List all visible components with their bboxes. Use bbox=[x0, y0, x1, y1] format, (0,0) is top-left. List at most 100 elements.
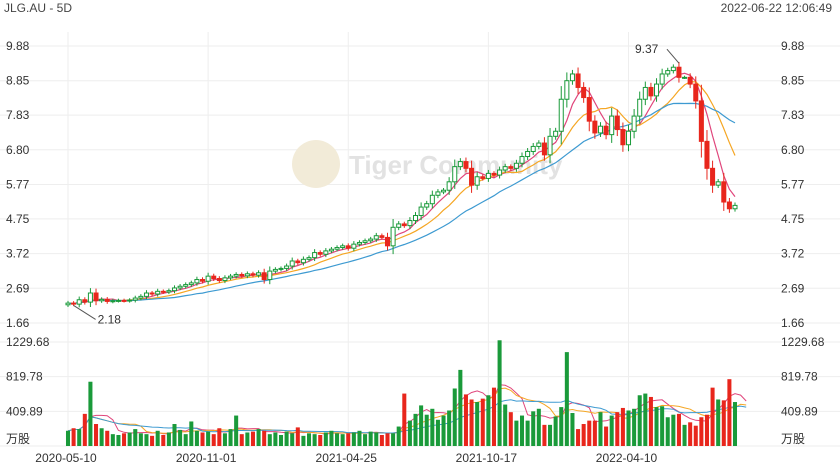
price-tick-right: 9.88 bbox=[781, 39, 805, 53]
volume-bar bbox=[385, 433, 390, 446]
candle-body-up bbox=[682, 76, 688, 79]
volume-bar bbox=[122, 433, 127, 446]
candle-body-up bbox=[553, 130, 559, 137]
candle-body-up bbox=[244, 273, 250, 277]
volume-bar bbox=[206, 431, 211, 446]
volume-bar bbox=[133, 429, 138, 446]
volume-bars bbox=[65, 340, 738, 446]
volume-bar bbox=[402, 393, 407, 446]
volume-bar bbox=[704, 414, 709, 446]
price-tick-left: 4.75 bbox=[6, 212, 30, 226]
volume-bar bbox=[441, 415, 446, 446]
candle-body-up bbox=[143, 292, 149, 297]
candle-body-up bbox=[340, 245, 346, 249]
volume-bar bbox=[127, 432, 132, 446]
chart-title: JLG.AU - 5D bbox=[4, 1, 73, 15]
volume-bar bbox=[648, 396, 653, 446]
candle-body-down bbox=[603, 125, 609, 136]
candle-body-up bbox=[127, 299, 133, 302]
candle-body-down bbox=[379, 235, 385, 238]
candle-body-up bbox=[188, 282, 194, 286]
candle-body-up bbox=[183, 284, 189, 287]
volume-bar bbox=[290, 433, 295, 446]
volume-bar bbox=[430, 408, 435, 446]
volume-bar bbox=[626, 410, 631, 446]
candle-body-up bbox=[642, 86, 648, 100]
volume-bar bbox=[721, 400, 726, 446]
volume-bar bbox=[407, 420, 412, 446]
volume-bar bbox=[267, 434, 272, 446]
volume-bar bbox=[587, 420, 592, 446]
candle-body-down bbox=[676, 66, 682, 78]
price-tick-right: 1.66 bbox=[781, 316, 805, 330]
volume-tick-right: 409.89 bbox=[781, 404, 818, 418]
candle-body-up bbox=[267, 270, 273, 281]
candle-body-down bbox=[93, 292, 99, 302]
candle-body-up bbox=[110, 300, 116, 303]
candle-body-up bbox=[284, 265, 290, 269]
volume-bar bbox=[727, 379, 732, 446]
candle-body-up bbox=[76, 299, 82, 305]
candle-body-up bbox=[334, 247, 340, 250]
volume-bar bbox=[250, 431, 255, 446]
candle-body-down bbox=[469, 167, 475, 186]
candle-body-up bbox=[446, 181, 452, 191]
volume-bar bbox=[284, 431, 289, 446]
candle-body-up bbox=[609, 115, 615, 136]
candle-body-up bbox=[289, 260, 295, 267]
candle-body-down bbox=[575, 73, 581, 88]
candle-body-up bbox=[502, 166, 508, 171]
volume-bar bbox=[363, 434, 368, 446]
volume-bar bbox=[178, 429, 183, 446]
candle-body-up bbox=[547, 135, 553, 156]
volume-bar bbox=[379, 435, 384, 446]
volume-bar bbox=[475, 402, 480, 446]
candle-body-up bbox=[228, 275, 234, 279]
price-tick-right: 8.85 bbox=[781, 74, 805, 88]
candle-body-up bbox=[597, 125, 603, 134]
volume-bar bbox=[699, 417, 704, 446]
candle-body-down bbox=[239, 273, 245, 277]
volume-bar bbox=[374, 432, 379, 446]
volume-bar bbox=[503, 404, 508, 446]
volume-bar bbox=[323, 432, 328, 446]
candle-body-up bbox=[323, 250, 329, 255]
price-tick-left: 3.72 bbox=[6, 247, 30, 261]
time-tick: 2021-04-25 bbox=[316, 451, 378, 465]
tiger-logo-icon bbox=[292, 140, 340, 188]
volume-bar bbox=[469, 399, 474, 446]
volume-tick-left: 819.78 bbox=[6, 370, 43, 384]
volume-bar bbox=[273, 432, 278, 446]
volume-bar bbox=[391, 433, 396, 446]
volume-bar bbox=[335, 433, 340, 446]
candle-body-down bbox=[614, 115, 620, 131]
volume-bar bbox=[693, 425, 698, 446]
price-tick-right: 2.69 bbox=[781, 281, 805, 295]
candle-body-down bbox=[211, 275, 217, 280]
candle-body-down bbox=[726, 201, 732, 210]
candle-body-down bbox=[721, 181, 727, 203]
volume-bar bbox=[110, 434, 115, 446]
volume-bar bbox=[665, 417, 670, 446]
annotations: 9.37 2.18 bbox=[73, 42, 680, 326]
candle-body-down bbox=[160, 290, 166, 293]
candle-body-down bbox=[463, 161, 469, 169]
candle-body-up bbox=[138, 295, 144, 299]
volume-bar bbox=[82, 413, 87, 446]
candle-body-down bbox=[704, 140, 710, 169]
volume-bar bbox=[632, 408, 637, 446]
volume-bar bbox=[682, 424, 687, 446]
volume-bar bbox=[458, 369, 463, 446]
candle-body-up bbox=[222, 277, 228, 282]
candle-body-down bbox=[384, 236, 391, 247]
candle-body-down bbox=[200, 279, 206, 282]
volume-bar bbox=[211, 434, 216, 446]
candle-body-up bbox=[300, 258, 306, 264]
volume-bar bbox=[155, 430, 160, 446]
volume-tick-right: 1229.68 bbox=[781, 335, 825, 349]
candle-body-up bbox=[654, 83, 660, 97]
candle-body-down bbox=[698, 100, 704, 142]
candle-body-down bbox=[480, 176, 486, 179]
volume-bar bbox=[604, 426, 609, 446]
